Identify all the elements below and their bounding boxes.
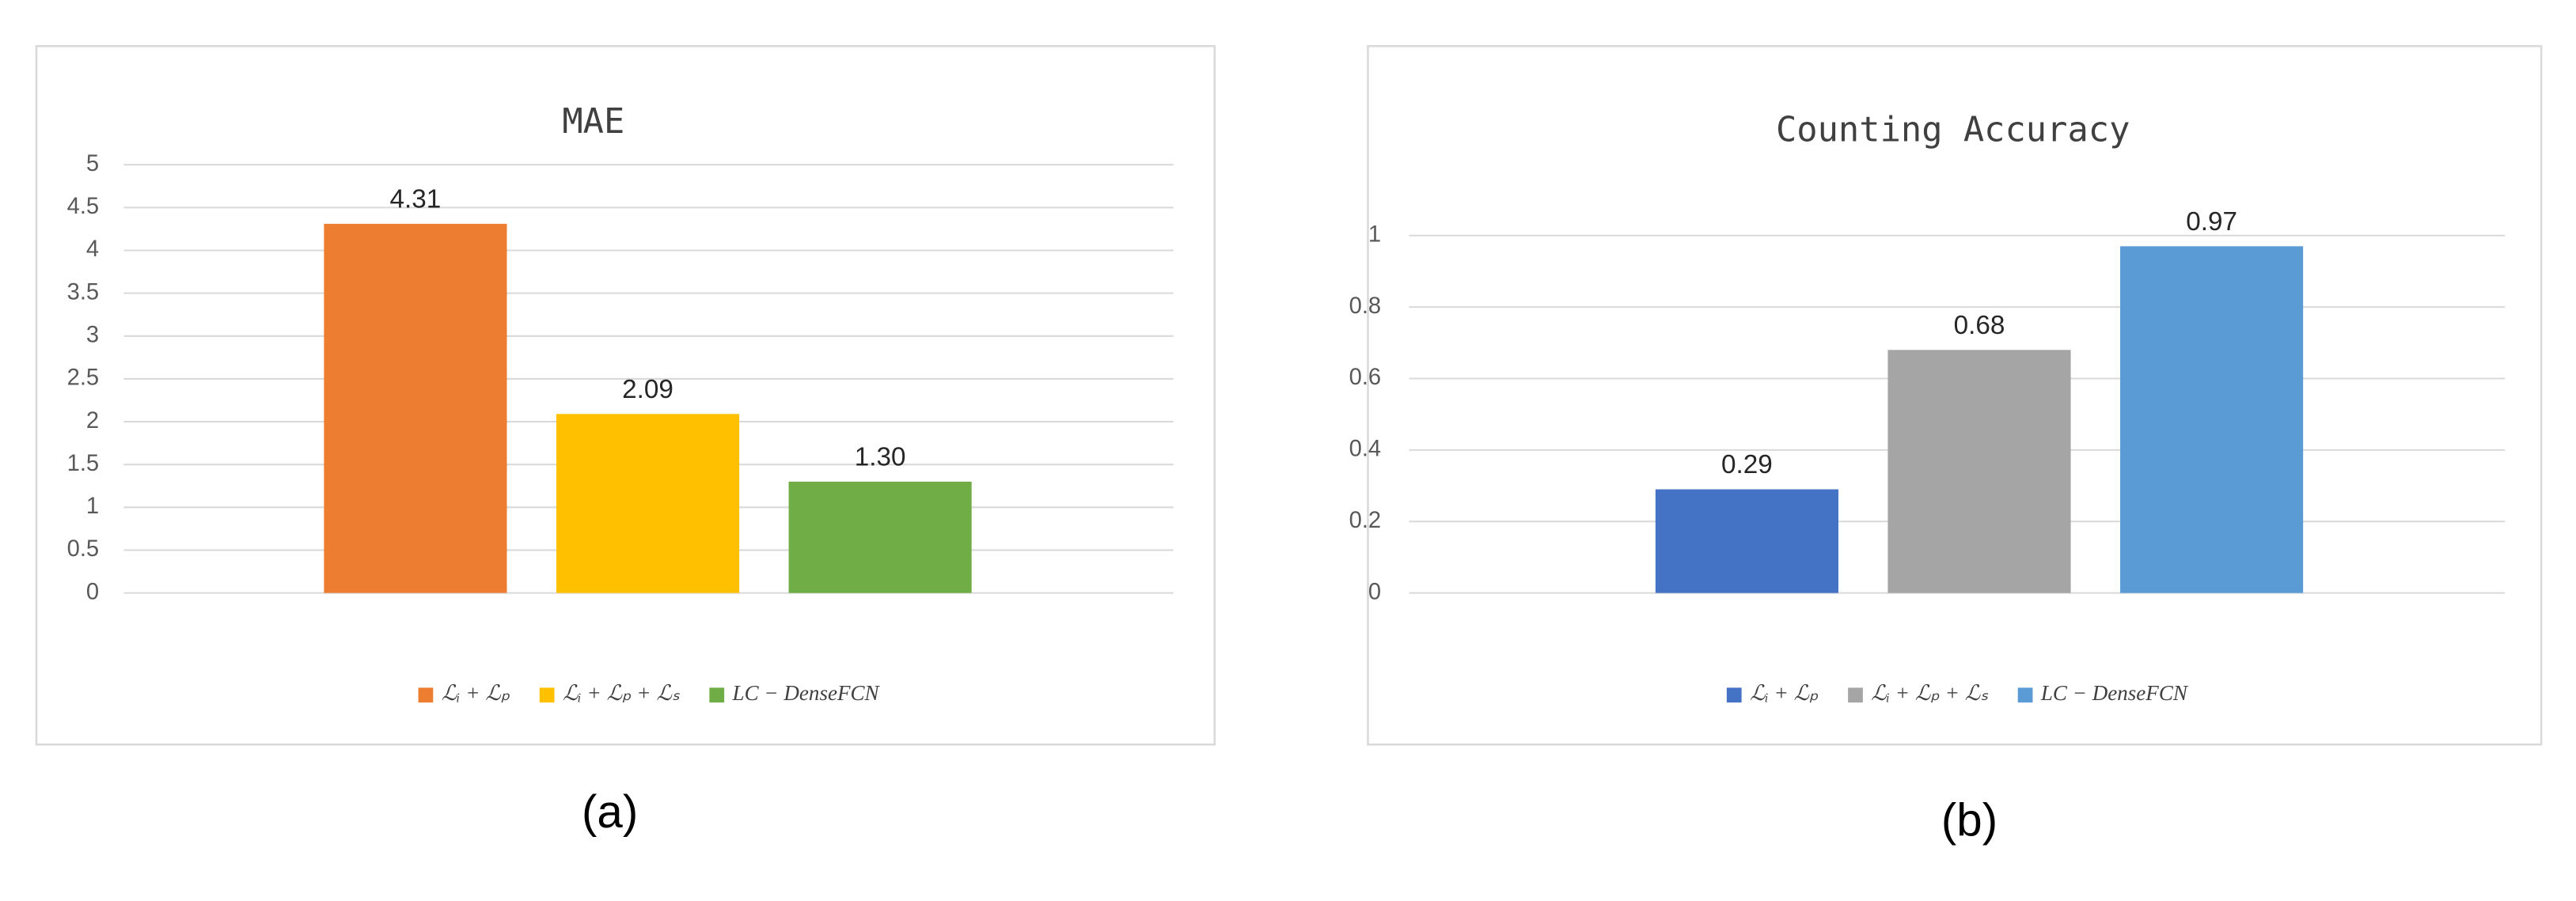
y-tick-label: 0.8 <box>1349 293 1382 319</box>
legend-swatch <box>1848 687 1863 703</box>
legend-swatch <box>539 687 555 703</box>
legend-label: ℒᵢ + ℒₚ + ℒₛ <box>1871 681 1989 705</box>
y-tick-label: 1 <box>1368 221 1381 247</box>
bar <box>1655 489 1838 593</box>
y-tick-label: 0 <box>1368 579 1381 604</box>
panel-label: (a) <box>582 786 638 838</box>
legend-swatch <box>1726 687 1742 703</box>
bar <box>1887 350 2071 593</box>
legend-label: LC − DenseFCN <box>2040 681 2189 705</box>
y-tick-label: 1.5 <box>67 451 100 476</box>
legend-swatch <box>418 687 434 703</box>
legend-swatch <box>2017 687 2033 703</box>
y-tick-label: 0.5 <box>67 536 100 562</box>
data-label: 0.97 <box>2186 207 2237 237</box>
data-label: 1.30 <box>855 443 906 472</box>
y-tick-label: 0.6 <box>1349 365 1382 390</box>
bar <box>324 223 507 593</box>
bar <box>556 414 740 593</box>
legend: ℒᵢ + ℒₚ ℒᵢ + ℒₚ + ℒₛ LC − DenseFCN <box>418 681 881 705</box>
y-tick-label: 0.4 <box>1349 437 1382 462</box>
y-tick-label: 5 <box>86 151 99 176</box>
legend-label: ℒᵢ + ℒₚ <box>442 681 510 705</box>
data-label: 0.68 <box>1954 311 2005 340</box>
y-tick-label: 2 <box>86 408 99 433</box>
legend-swatch <box>709 687 725 703</box>
bar <box>2120 246 2304 593</box>
y-tick-label: 2.5 <box>67 365 100 391</box>
y-tick-label: 4 <box>86 237 99 262</box>
data-label: 0.29 <box>1721 450 1773 479</box>
legend-label: ℒᵢ + ℒₚ <box>1750 681 1819 705</box>
bar <box>788 481 972 593</box>
chart-title: MAE <box>562 101 624 142</box>
panel-frame <box>35 45 1216 746</box>
legend: ℒᵢ + ℒₚ ℒᵢ + ℒₚ + ℒₛ LC − DenseFCN <box>1726 681 2189 705</box>
legend-label: LC − DenseFCN <box>732 681 881 705</box>
y-tick-label: 1 <box>86 494 99 519</box>
panel-label: (b) <box>1941 795 1997 846</box>
data-label: 4.31 <box>390 185 442 214</box>
y-tick-label: 0.2 <box>1349 508 1382 533</box>
y-tick-label: 4.5 <box>67 194 100 219</box>
y-tick-label: 3 <box>86 322 99 347</box>
legend-label: ℒᵢ + ℒₚ + ℒₛ <box>563 681 681 705</box>
chart-title: Counting Accuracy <box>1776 110 2130 150</box>
data-label: 2.09 <box>622 375 673 404</box>
y-tick-label: 0 <box>86 579 99 604</box>
y-tick-label: 3.5 <box>67 279 100 305</box>
